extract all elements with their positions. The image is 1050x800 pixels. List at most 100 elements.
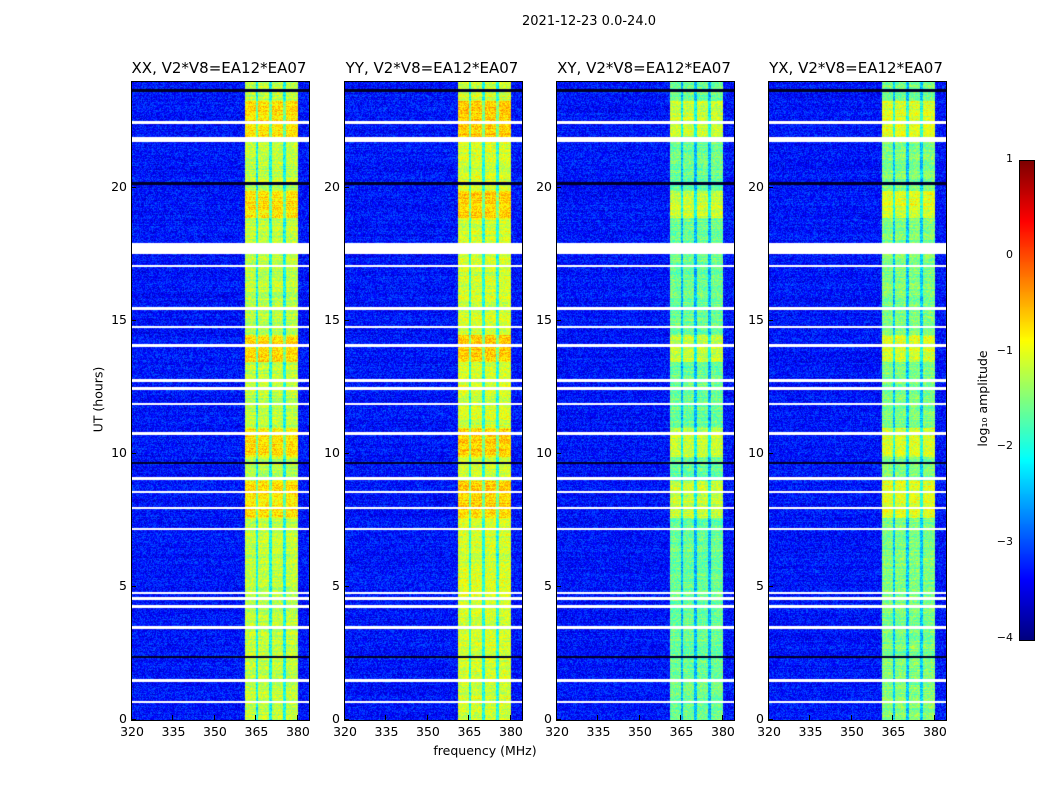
y-tick-mark [344, 453, 349, 455]
x-tick-label: 320 [120, 724, 144, 739]
x-tick-label: 365 [881, 724, 906, 739]
x-axis-label: frequency (MHz) [433, 743, 537, 758]
colorbar-tick-label: −1 [996, 343, 1013, 357]
x-tick-label: 335 [798, 724, 823, 739]
y-axis-label: UT (hours) [90, 366, 106, 433]
colorbar-tick-label: −2 [996, 439, 1013, 453]
y-tick-mark [344, 719, 349, 720]
heatmap-image [557, 82, 734, 720]
x-tick-label: 350 [416, 724, 440, 739]
y-tick-label: 15 [324, 312, 340, 328]
y-tick-mark [344, 320, 349, 322]
x-tick-mark [638, 715, 640, 720]
x-tick-mark [385, 715, 387, 720]
x-tick-label: 365 [244, 724, 269, 739]
x-tick-label: 335 [374, 724, 399, 739]
x-tick-mark [213, 715, 215, 720]
panel-title: XY, V2*V8=EA12*EA07 [557, 59, 731, 77]
x-tick-mark [680, 715, 682, 720]
y-tick-label: 15 [748, 312, 764, 328]
heatmap-panel [131, 81, 310, 721]
x-tick-mark [597, 715, 599, 720]
y-tick-mark [556, 719, 561, 720]
x-tick-mark [296, 715, 298, 720]
x-tick-mark [768, 715, 769, 720]
y-tick-label: 5 [119, 578, 127, 594]
y-tick-mark [768, 453, 773, 455]
y-tick-mark [344, 187, 349, 189]
x-tick-label: 380 [499, 724, 523, 739]
colorbar-tick-label: −3 [996, 535, 1013, 549]
x-tick-label: 320 [545, 724, 569, 739]
y-tick-label: 20 [748, 179, 764, 195]
heatmap-image [769, 82, 946, 720]
heatmap-panel [768, 81, 947, 721]
y-tick-mark [556, 187, 561, 189]
x-tick-mark [933, 715, 935, 720]
x-tick-label: 335 [161, 724, 186, 739]
x-tick-mark [131, 715, 132, 720]
y-tick-label: 0 [544, 711, 552, 726]
x-tick-mark [426, 715, 428, 720]
colorbar-tick-label: 1 [1006, 152, 1013, 165]
y-tick-label: 20 [111, 179, 127, 195]
heatmap-panel [344, 81, 523, 721]
x-tick-label: 365 [457, 724, 482, 739]
x-tick-label: 320 [333, 724, 357, 739]
x-tick-mark [809, 715, 811, 720]
y-tick-label: 20 [536, 179, 552, 195]
x-tick-mark [255, 715, 257, 720]
y-tick-label: 15 [536, 312, 552, 328]
x-tick-label: 350 [840, 724, 864, 739]
y-tick-mark [556, 586, 561, 588]
y-tick-label: 0 [756, 711, 764, 726]
heatmap-image [345, 82, 522, 720]
y-tick-mark [131, 453, 136, 455]
y-tick-mark [131, 187, 136, 189]
heatmap-panel [556, 81, 735, 721]
panel-title: YX, V2*V8=EA12*EA07 [769, 59, 943, 77]
y-tick-mark [768, 719, 773, 720]
colorbar-gradient [1020, 161, 1034, 640]
y-tick-label: 5 [756, 578, 764, 594]
y-tick-label: 10 [748, 445, 764, 461]
x-tick-mark [892, 715, 894, 720]
x-tick-label: 350 [628, 724, 652, 739]
y-tick-label: 5 [332, 578, 340, 594]
y-tick-mark [556, 320, 561, 322]
y-tick-label: 20 [324, 179, 340, 195]
y-tick-mark [556, 453, 561, 455]
y-tick-label: 0 [332, 711, 340, 726]
y-tick-mark [768, 320, 773, 322]
y-tick-mark [131, 719, 136, 720]
y-tick-label: 10 [536, 445, 552, 461]
y-tick-label: 10 [324, 445, 340, 461]
figure-title: 2021-12-23 0.0-24.0 [522, 14, 656, 29]
x-tick-label: 365 [669, 724, 694, 739]
x-tick-mark [850, 715, 852, 720]
x-tick-label: 350 [203, 724, 227, 739]
y-tick-mark [768, 586, 773, 588]
x-tick-label: 380 [286, 724, 310, 739]
x-tick-label: 380 [711, 724, 735, 739]
y-tick-mark [768, 187, 773, 189]
colorbar-tick-label: −4 [996, 631, 1013, 644]
x-tick-mark [468, 715, 470, 720]
x-tick-mark [509, 715, 511, 720]
x-tick-label: 335 [586, 724, 611, 739]
x-tick-mark [721, 715, 723, 720]
x-tick-mark [344, 715, 345, 720]
y-tick-mark [131, 586, 136, 588]
x-tick-label: 380 [923, 724, 947, 739]
y-tick-mark [131, 320, 136, 322]
colorbar [1019, 160, 1035, 641]
y-tick-mark [344, 586, 349, 588]
x-tick-mark [556, 715, 557, 720]
y-tick-label: 10 [111, 445, 127, 461]
y-tick-label: 5 [544, 578, 552, 594]
colorbar-tick-label: 0 [1006, 247, 1013, 261]
y-tick-label: 15 [111, 312, 127, 328]
x-tick-label: 320 [757, 724, 781, 739]
y-tick-label: 0 [119, 711, 127, 726]
